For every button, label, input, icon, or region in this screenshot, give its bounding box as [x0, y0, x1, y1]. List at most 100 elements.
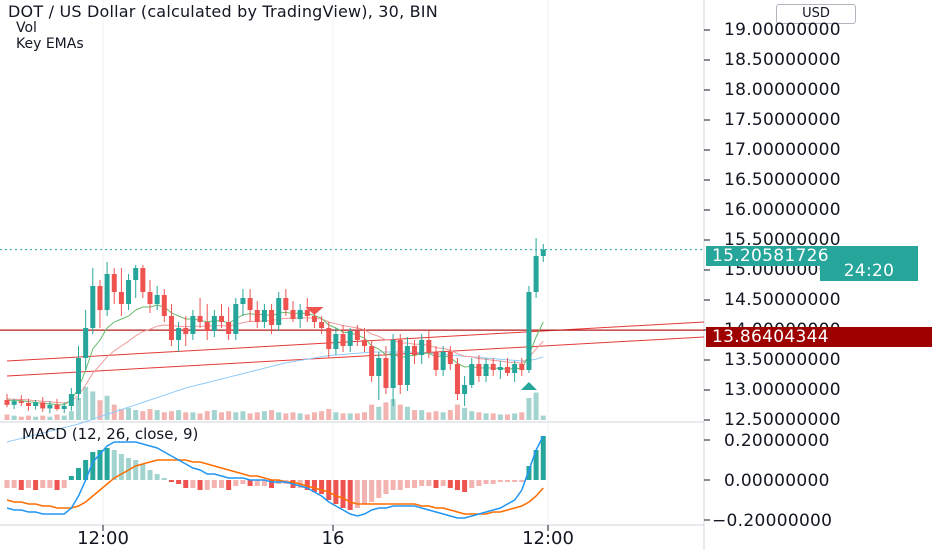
volume-bar: [90, 391, 96, 420]
candle-body: [333, 334, 339, 349]
macd-histogram-bar: [326, 480, 332, 500]
candle-body: [97, 286, 103, 310]
trend-line: [6, 321, 705, 362]
macd-histogram-bar: [90, 452, 96, 480]
sell-signal-marker: [305, 307, 324, 315]
volume-bar: [533, 392, 539, 420]
price-axis-label: 16.50000000: [724, 170, 841, 190]
symbol-title[interactable]: DOT / US Dollar (calculated by TradingVi…: [8, 2, 438, 21]
macd-histogram-bar: [333, 480, 339, 504]
candle-body: [311, 316, 317, 322]
price-axis-label: 15.50000000: [724, 230, 841, 250]
level-price-tag: 13.86404344: [706, 327, 932, 347]
volume-bar: [304, 414, 310, 420]
macd-signal-line: [6, 459, 544, 515]
macd-line: [6, 435, 544, 519]
macd-axis-label: −0.20000000: [712, 511, 833, 531]
macd-histogram-bar: [497, 480, 503, 482]
volume-bar: [176, 410, 182, 420]
candle-body: [426, 340, 432, 352]
ema-long-line: [6, 351, 544, 443]
volume-bar: [204, 411, 210, 420]
price-axis-label: 13.00000000: [724, 380, 841, 400]
candle-body: [319, 322, 325, 328]
volume-bar: [512, 413, 518, 420]
candle-body: [83, 328, 89, 358]
macd-histogram-bar: [476, 480, 482, 486]
candle-body: [54, 404, 60, 409]
macd-histogram-bar: [97, 450, 103, 480]
volume-bar: [369, 404, 375, 420]
macd-histogram-bar: [304, 480, 310, 490]
price-axis-label: 18.00000000: [724, 80, 841, 100]
macd-indicator-label[interactable]: MACD (12, 26, close, 9): [22, 425, 199, 443]
macd-histogram-bar: [168, 480, 174, 482]
key-emas-indicator-label[interactable]: Key EMAs: [16, 36, 84, 52]
macd-histogram-bar: [505, 480, 510, 482]
ema-fast-line: [6, 304, 544, 406]
volume-bar: [333, 412, 339, 420]
volume-bar: [276, 412, 282, 420]
volume-bar: [211, 410, 217, 420]
macd-histogram-bar: [226, 480, 232, 490]
candle-body: [204, 322, 210, 331]
volume-bar: [311, 412, 317, 420]
macd-histogram-bar: [254, 480, 260, 486]
candle-body: [447, 352, 453, 364]
macd-histogram-bar: [483, 480, 489, 484]
macd-histogram-bar: [104, 448, 110, 480]
volume-bar: [354, 413, 360, 420]
volume-bar: [483, 413, 489, 420]
volume-indicator-label[interactable]: Vol: [16, 20, 37, 36]
volume-bar: [4, 414, 10, 420]
macd-histogram-bar: [111, 450, 117, 480]
macd-histogram-bar: [219, 480, 224, 488]
currency-button[interactable]: USD: [776, 4, 856, 24]
volume-bar: [433, 411, 439, 420]
candle-body: [454, 364, 460, 394]
macd-histogram-bar: [390, 480, 396, 490]
price-axis-label: 16.00000000: [724, 200, 841, 220]
macd-histogram-bar: [11, 480, 17, 488]
candle-body: [176, 328, 182, 340]
volume-bar: [183, 412, 189, 420]
candle-body: [354, 331, 360, 340]
macd-histogram-bar: [533, 450, 539, 480]
macd-histogram-bar: [540, 436, 546, 480]
volume-bar: [61, 415, 67, 420]
macd-histogram-bar: [197, 480, 203, 490]
volume-bar: [161, 412, 167, 420]
candle-body: [111, 274, 117, 292]
time-axis-label: 16: [321, 528, 345, 549]
volume-bar: [219, 412, 224, 420]
candle-body: [476, 364, 482, 376]
macd-histogram-bar: [247, 480, 253, 486]
macd-axis-label: 0.20000000: [724, 431, 830, 451]
macd-histogram-bar: [83, 460, 89, 480]
macd-histogram-bar: [154, 474, 160, 480]
volume-bar: [326, 409, 332, 420]
candle-body: [376, 358, 382, 376]
candle-body: [219, 316, 224, 322]
candle-body: [154, 295, 160, 304]
candle-body: [161, 295, 167, 316]
candle-body: [40, 402, 46, 409]
candle-body: [369, 346, 375, 376]
candle-body: [226, 322, 232, 334]
candle-body: [490, 364, 496, 370]
candle-body: [4, 400, 10, 405]
macd-histogram-bar: [490, 480, 496, 484]
macd-histogram-bar: [133, 460, 139, 480]
price-axis-label: 12.50000000: [724, 410, 841, 430]
macd-histogram-bar: [240, 480, 246, 484]
candle-body: [133, 268, 139, 280]
candle-body: [497, 367, 503, 370]
volume-bar: [254, 412, 260, 420]
volume-bar: [404, 406, 410, 420]
volume-bar: [11, 415, 17, 420]
macd-histogram-bar: [47, 480, 53, 488]
volume-bar: [68, 411, 74, 420]
macd-histogram-bar: [61, 480, 67, 488]
candle-body: [233, 304, 239, 334]
